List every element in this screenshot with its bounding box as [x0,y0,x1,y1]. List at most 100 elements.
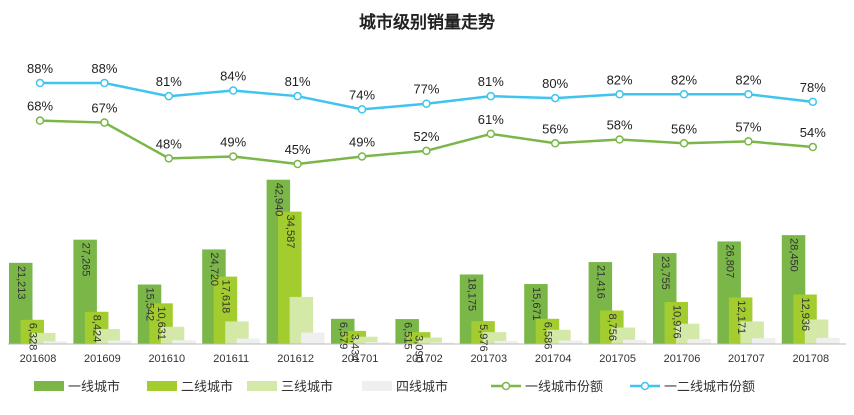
bar-label-s0-201707: 26,807 [723,244,735,278]
bar-s3-201610 [172,340,196,344]
legend-swatch-3 [362,381,392,391]
point-label-l1-201609: 88% [91,61,117,76]
bar-label-s1-201702: 3,090 [413,335,425,363]
point-l0-201705 [615,135,624,144]
legend-label-2: 三线城市 [281,379,333,395]
point-l0-201610 [164,154,174,163]
bar-label-s0-201708: 28,450 [788,238,800,272]
point-label-l1-201608: 88% [27,61,53,76]
point-label-l0-201612: 45% [285,142,311,157]
bar-s3-201612 [301,332,325,344]
bar-s2-201703 [482,332,507,344]
bar-s2-201612 [289,296,314,344]
point-label-l0-201701: 49% [349,134,375,149]
x-tick-201704: 201704 [535,353,572,365]
bar-s3-201611 [236,338,261,344]
bar-s3-201705 [623,339,647,344]
point-l1-201704 [550,93,560,103]
point-label-l1-201703: 81% [478,74,504,89]
point-label-l1-201706: 82% [671,72,697,87]
bar-s3-201706 [687,339,711,344]
legend-label-1: 二线城市 [181,379,233,395]
point-l0-201702 [422,146,431,156]
bar-label-s0-201609: 27,265 [79,243,91,277]
bar-label-s1-201701: 3,434 [348,334,360,362]
x-tick-201706: 201706 [664,353,701,365]
legend-label-4: 一线城市份额 [525,379,603,395]
x-tick-201703: 201703 [470,353,507,365]
bar-label-s1-201610: 10,631 [155,306,167,340]
x-tick-201701: 201701 [342,353,379,365]
bar-s2-201610 [160,326,185,344]
x-tick-201708: 201708 [792,353,829,365]
point-label-l1-201702: 77% [413,82,439,97]
point-label-l0-201705: 58% [607,118,633,133]
bar-s2-201704 [547,329,571,344]
legend-label-5: 一二线城市份额 [664,379,755,395]
x-tick-201608: 201608 [20,353,57,365]
bar-label-s1-201612: 34,587 [284,215,296,249]
point-l1-201708 [808,97,818,107]
bar-label-s1-201609: 8,424 [91,315,103,343]
point-l0-201708 [808,142,818,152]
bar-s2-201706 [676,323,700,344]
bar-layer [9,179,840,344]
bar-s3-201707 [751,338,776,344]
x-tick-201611: 201611 [213,353,249,365]
point-l0-201612 [293,159,302,169]
bar-label-s1-201708: 12,936 [799,298,811,332]
bar-label-s0-201610: 15,542 [144,288,156,322]
legend-label-0: 一线城市 [68,379,120,395]
point-l1-201610 [164,91,174,101]
bar-label-s1-201706: 10,976 [670,305,682,339]
bar-label-s0-201611: 24,720 [208,252,220,286]
bar-s2-201609 [96,329,120,344]
point-l1-201702 [422,99,431,108]
legend-marker-5 [640,381,650,391]
point-label-l1-201611: 84% [220,69,246,84]
legend-marker-4 [501,381,511,391]
point-label-l0-201707: 57% [735,119,761,134]
point-label-l0-201609: 67% [91,101,117,116]
point-label-l1-201704: 80% [542,76,568,91]
point-label-l1-201612: 81% [285,74,311,89]
bar-label-s1-201704: 6,586 [542,322,554,350]
point-l0-201704 [550,139,560,148]
point-l0-201608 [35,116,45,125]
point-label-l1-201708: 78% [800,80,826,95]
bar-label-s0-201608: 21,213 [15,266,27,300]
bar-s3-201703 [494,340,518,344]
point-l1-201705 [615,90,624,99]
share-lines: 68% 67% 48% 49% 45% 49% 52% 61% 56% 58% 56% 57% 54% 8… [27,61,826,169]
legend: 一线城市 二线城市 三线城市 四线城市 一线城市份额 一二线城市份额 [34,379,755,395]
x-tick-labels: 201608 201609 201610 201611 201612 201701 2017… [20,353,830,365]
point-l1-201611 [228,86,238,95]
point-l1-201703 [486,91,496,101]
bar-label-s0-201612: 42,940 [272,183,284,217]
point-label-l1-201610: 81% [156,74,182,89]
x-tick-201610: 201610 [148,353,185,365]
bar-label-s1-201608: 6,328 [26,323,38,351]
legend-swatch-1 [147,381,177,391]
point-label-l1-201707: 82% [735,72,761,87]
point-l1-201701 [357,105,367,114]
bar-label-s0-201706: 23,755 [659,256,671,290]
x-tick-201609: 201609 [84,353,121,365]
bar-s3-201708 [816,337,840,344]
point-l0-201701 [357,152,367,161]
bar-label-s1-201611: 17,618 [220,280,232,314]
x-tick-201707: 201707 [728,353,765,365]
bar-label-s0-201702: 6,515 [401,322,413,350]
legend-swatch-2 [247,381,277,391]
chart-title: 城市级别销量走势 [359,12,495,33]
legend-label-3: 四线城市 [396,379,448,395]
bar-s2-201701 [354,336,378,344]
point-l0-201703 [486,129,496,139]
point-label-l0-201708: 54% [800,125,826,140]
point-label-l0-201611: 49% [220,134,246,149]
point-label-l1-201705: 82% [607,72,633,87]
point-l1-201612 [293,91,302,101]
bar-s2-201608 [32,332,56,344]
bar-s2-201611 [225,321,249,344]
